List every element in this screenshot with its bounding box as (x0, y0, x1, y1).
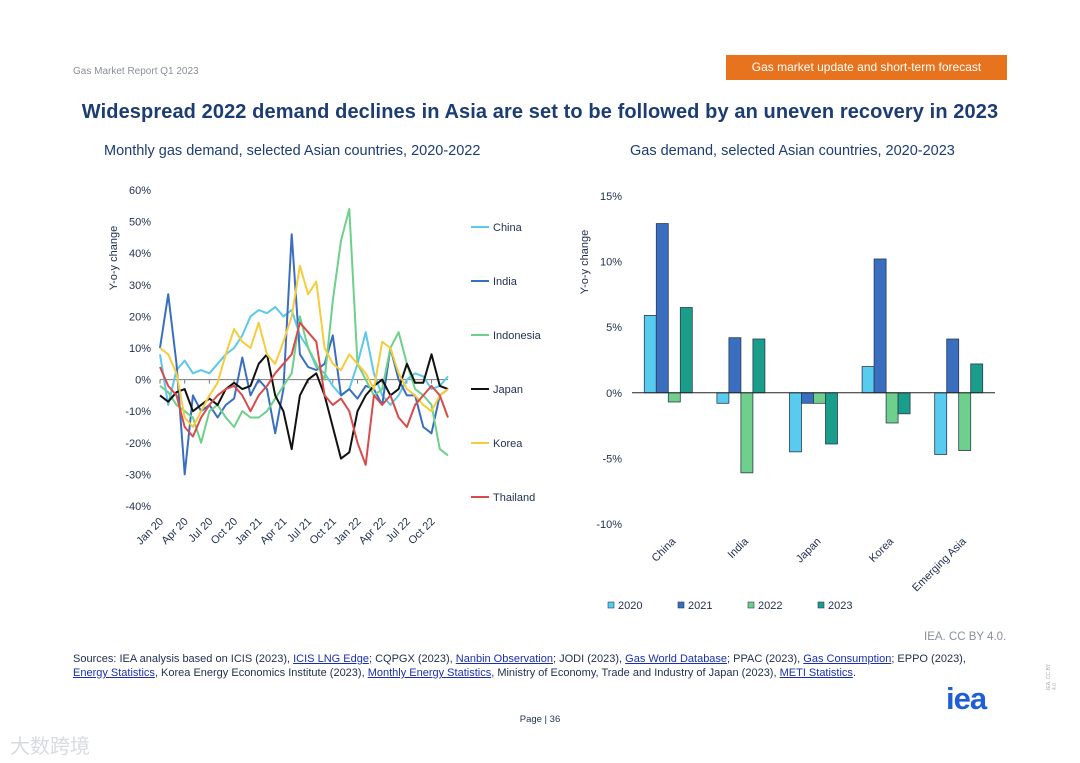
bar-india-2020 (716, 392, 730, 404)
legend-label: Japan (493, 384, 523, 396)
bar-emerging-asia-2023 (970, 363, 984, 394)
sources-note: Sources: IEA analysis based on ICIS (202… (73, 652, 988, 680)
bar-legend-swatch-2020 (607, 601, 615, 609)
source-text: ; EPPO (2023), (891, 653, 966, 665)
series-line-korea (159, 264, 449, 428)
source-link[interactable]: ICIS LNG Edge (293, 653, 369, 665)
source-text: , Ministry of Economy, Trade and Industr… (491, 667, 780, 679)
line-y-tick-label: 20% (129, 311, 151, 323)
bar-category-label: India (726, 535, 752, 561)
report-name: Gas Market Report Q1 2023 (73, 66, 199, 77)
source-link[interactable]: METI Statistics (779, 667, 853, 679)
bar-china-2022 (667, 392, 681, 403)
bar-y-tick-label: 5% (606, 322, 622, 334)
series-line-thailand (159, 321, 449, 466)
bar-china-2021 (655, 223, 669, 394)
bar-korea-2022 (885, 392, 899, 424)
bar-legend-label: 2023 (828, 600, 852, 612)
source-text: Sources: IEA analysis based on ICIS (202… (73, 653, 294, 665)
bar-japan-2022 (813, 392, 826, 404)
bar-japan-2023 (825, 392, 838, 445)
source-link[interactable]: Gas Consumption (803, 653, 892, 665)
line-chart-title: Monthly gas demand, selected Asian count… (104, 143, 481, 159)
source-link[interactable]: Monthly Energy Statistics (367, 667, 492, 679)
bar-y-tick-label: 0% (606, 388, 622, 400)
bar-category-label: Korea (867, 535, 897, 565)
line-y-tick-label: 30% (129, 280, 151, 292)
iea-logo: iea (946, 681, 987, 716)
source-text: , Korea Energy Economics Institute (2023… (154, 667, 368, 679)
line-y-tick-label: -10% (125, 406, 151, 418)
source-text: ; CQPGX (2023), (368, 653, 456, 665)
legend-label: India (493, 276, 518, 288)
line-y-tick-label: -30% (125, 469, 151, 481)
bar-legend-label: 2020 (618, 600, 642, 612)
side-copyright-mark: IEA. CC BY 4.0 (1046, 663, 1058, 690)
line-x-tick-label: Apr 20 (159, 516, 190, 547)
watermark: 大数跨境 (10, 736, 90, 758)
bar-legend-label: 2022 (758, 600, 782, 612)
bar-japan-2020 (789, 392, 802, 453)
line-x-tick-label: Apr 22 (357, 516, 388, 547)
source-text: . (852, 667, 856, 679)
line-y-tick-label: 60% (129, 185, 151, 197)
bar-china-2023 (679, 307, 693, 394)
legend-label: Korea (493, 438, 523, 450)
source-text: ; PPAC (2023), (727, 653, 804, 665)
source-link[interactable]: Energy Statistics (73, 667, 155, 679)
bar-y-tick-label: 10% (600, 257, 622, 269)
source-link[interactable]: Nanbin Observation (455, 653, 553, 665)
bar-legend-swatch-2022 (747, 601, 755, 609)
bar-korea-2020 (861, 366, 875, 394)
source-link[interactable]: Gas World Database (625, 653, 728, 665)
line-y-axis-label: Y-o-y change (108, 226, 120, 290)
bar-emerging-asia-2022 (958, 392, 972, 451)
bar-india-2023 (752, 338, 766, 394)
bar-y-axis-label: Y-o-y change (579, 230, 591, 294)
line-x-tick-label: Jan 21 (233, 516, 265, 548)
bar-india-2022 (740, 392, 754, 474)
line-y-tick-label: 0% (135, 375, 151, 387)
bar-legend-swatch-2021 (677, 601, 685, 609)
series-line-china (159, 305, 449, 406)
bar-legend-label: 2021 (688, 600, 712, 612)
legend-label: Thailand (493, 492, 535, 504)
series-line-indonesia (159, 208, 449, 457)
bar-category-label: China (650, 535, 679, 564)
line-x-tick-label: Jan 20 (134, 516, 166, 548)
bar-y-tick-label: -5% (602, 453, 622, 465)
bar-emerging-asia-2021 (946, 338, 960, 394)
bar-legend-swatch-2023 (817, 601, 825, 609)
line-y-tick-label: 50% (129, 217, 151, 229)
line-y-tick-label: -40% (125, 501, 151, 513)
line-x-tick-label: Jan 22 (332, 516, 364, 548)
bar-y-tick-label: 15% (600, 191, 622, 203)
page-number: Page | 36 (519, 714, 561, 725)
credit-text: IEA. CC BY 4.0. (924, 631, 1007, 643)
line-x-tick-label: Apr 21 (258, 516, 289, 547)
bar-korea-2023 (897, 392, 911, 415)
line-x-tick-label: Oct 22 (406, 516, 437, 547)
bar-japan-2021 (801, 392, 814, 404)
bar-category-label: Emerging Asia (910, 535, 969, 594)
bar-y-tick-label: -10% (596, 519, 622, 531)
bar-category-label: Japan (794, 536, 824, 566)
bar-chart-title: Gas demand, selected Asian countries, 20… (630, 143, 955, 159)
bar-china-2020 (643, 314, 657, 394)
section-badge: Gas market update and short-term forecas… (726, 55, 1007, 80)
legend-label: China (493, 222, 523, 234)
line-y-tick-label: 40% (129, 248, 151, 260)
bar-emerging-asia-2020 (934, 392, 948, 455)
line-y-tick-label: 10% (129, 343, 151, 355)
line-y-tick-label: -20% (125, 438, 151, 450)
bar-india-2021 (728, 337, 742, 394)
source-text: ; JODI (2023), (553, 653, 626, 665)
page-title: Widespread 2022 demand declines in Asia … (81, 101, 999, 123)
bar-korea-2021 (873, 258, 887, 394)
legend-label: Indonesia (493, 330, 542, 342)
